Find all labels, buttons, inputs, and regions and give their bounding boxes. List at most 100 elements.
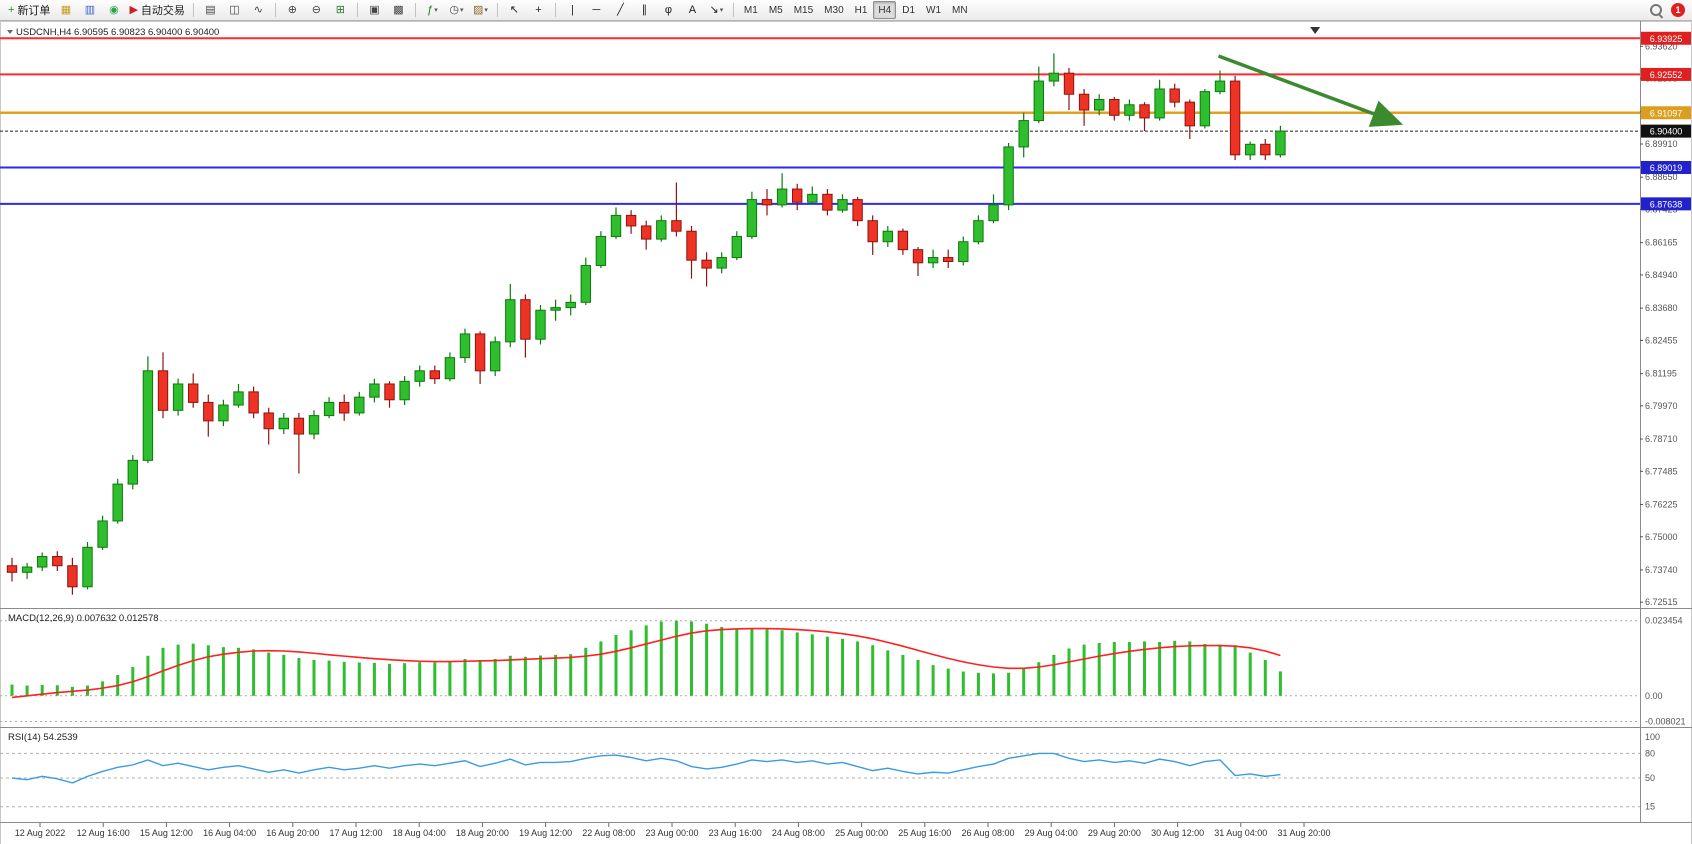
timeframe-d1-button[interactable]: D1 (902, 4, 916, 16)
autotrading-button-glyph: ▶ (129, 3, 138, 16)
candle-body (1214, 80, 1226, 93)
templates-button[interactable]: ▨ ▾ (469, 1, 492, 20)
notification-badge[interactable]: 1 (1671, 3, 1685, 17)
profile-charts-icon[interactable]: ▦ (54, 1, 77, 20)
horizontal-line-icon[interactable]: ─ (585, 1, 608, 20)
time-axis-label: 23 Aug 00:00 (645, 828, 698, 838)
channel-icon-glyph: ∥ (641, 3, 648, 16)
candle-body (535, 309, 546, 340)
auto-arrange-icon[interactable]: ▣ (363, 1, 386, 20)
arrow-objects-button[interactable]: ↘ ▾ (705, 1, 728, 20)
candle-body (641, 225, 652, 240)
price-badge-label: 6.87638 (1650, 199, 1683, 209)
candle-body (1275, 130, 1286, 156)
candle-body (263, 412, 274, 430)
timeframe-m30-button[interactable]: M30 (824, 4, 844, 16)
trend-arrow-object[interactable] (1217, 54, 1404, 127)
cascade-windows-icon-glyph: ▩ (393, 3, 404, 16)
time-axis-label: 12 Aug 16:00 (77, 828, 130, 838)
vertical-line-icon[interactable]: | (561, 1, 584, 20)
line-chart-mode-icon-glyph: ∿ (253, 3, 264, 16)
candle-body (1033, 80, 1044, 122)
timeframe-m15-button[interactable]: M15 (793, 4, 814, 16)
macd-scale-label: 0.00 (1645, 691, 1663, 701)
candle-body (444, 357, 456, 380)
tile-windows-icon[interactable]: ⊞ (329, 1, 352, 20)
crosshair-icon[interactable]: + (527, 1, 550, 20)
time-axis-label: 24 Aug 08:00 (772, 828, 825, 838)
candle-body (776, 188, 788, 206)
periods-button-glyph: ◷ (449, 3, 459, 16)
chart-shift-marker[interactable] (1310, 27, 1321, 34)
time-axis[interactable]: 12 Aug 2022 12 Aug 16:00 15 Aug 12:00 16 Au… (15, 823, 1331, 838)
bar-chart-mode-icon[interactable]: ▤ (199, 1, 222, 20)
price-tick-label: 6.86165 (1645, 238, 1678, 248)
search-icon[interactable] (1649, 3, 1664, 19)
price-badge-label: 6.89019 (1650, 163, 1683, 173)
candle-body (21, 566, 33, 573)
candlestick-mode-icon-glyph: ◫ (229, 3, 240, 16)
timeframe-w1-button[interactable]: W1 (926, 4, 942, 16)
candle-body (1048, 72, 1060, 82)
timeframe-m1-button[interactable]: M1 (743, 4, 758, 16)
time-axis-label: 29 Aug 20:00 (1088, 828, 1141, 838)
new-order-button[interactable]: + 新订单 (5, 1, 53, 20)
cascade-windows-icon[interactable]: ▩ (387, 1, 410, 20)
toolbar-right: 1 (1649, 3, 1687, 19)
price-badge-label: 6.91097 (1650, 108, 1683, 118)
chart-title: USDCNH,H4 6.90595 6.90823 6.90400 6.9040… (16, 27, 219, 38)
price-tick-label: 6.75000 (1645, 532, 1678, 542)
price-tick-label: 6.72515 (1645, 597, 1678, 607)
candle-body (157, 370, 169, 411)
price-tick-label: 6.88650 (1645, 172, 1678, 182)
candle-body (761, 199, 773, 206)
periods-button[interactable]: ◷ ▾ (445, 1, 468, 20)
cursor-icon[interactable]: ↖ (503, 1, 526, 20)
price-badge-label: 6.92552 (1650, 70, 1683, 80)
indicators-button[interactable]: ƒ ▾ (421, 1, 444, 20)
candlestick-mode-icon[interactable]: ◫ (223, 1, 246, 20)
candles-layer (6, 53, 1286, 595)
trendline-icon[interactable]: ╱ (609, 1, 632, 20)
candle-body (520, 299, 531, 340)
time-axis-label: 23 Aug 16:00 (709, 828, 762, 838)
crosshair-icon-glyph: + (535, 3, 542, 16)
zoom-out-icon[interactable]: ⊖ (305, 1, 328, 20)
timeframe-mn-button[interactable]: MN (952, 4, 968, 16)
candle-body (323, 401, 335, 417)
candle-body (203, 401, 214, 422)
price-axis: 6.936206.923956.911356.899106.886506.874… (1640, 31, 1691, 607)
autotrading-button[interactable]: ▶ 自动交易 (126, 1, 187, 20)
channel-icon[interactable]: ∥ (633, 1, 656, 20)
candle-body (1094, 99, 1105, 111)
time-axis-label: 22 Aug 08:00 (582, 828, 635, 838)
candle-body (52, 556, 63, 567)
rsi-label: RSI(14) 54.2539 (8, 732, 78, 743)
candle-body (127, 459, 139, 485)
candle-body (308, 415, 320, 435)
candle-body (67, 565, 78, 588)
autotrading-button-label: 自动交易 (140, 5, 185, 17)
timeframe-h4-button[interactable]: H4 (873, 1, 897, 19)
candle-body (837, 199, 848, 211)
line-chart-mode-icon[interactable]: ∿ (247, 1, 270, 20)
one-click-trading-toggle[interactable] (7, 30, 13, 34)
candle-body (792, 188, 803, 203)
chart-border (0, 21, 1692, 844)
market-watch-icon[interactable]: ▥ (78, 1, 101, 20)
timeframe-h1-button[interactable]: H1 (854, 4, 868, 16)
toolbar-separator (192, 3, 194, 17)
data-window-icon[interactable]: ◉ (102, 1, 125, 20)
text-icon[interactable]: A (681, 1, 704, 20)
zoom-in-icon[interactable]: ⊕ (281, 1, 304, 20)
time-axis-label: 31 Aug 20:00 (1277, 828, 1330, 838)
chart-canvas[interactable]: USDCNH,H4 6.90595 6.90823 6.90400 6.9040… (0, 21, 1692, 844)
candle-body (459, 333, 471, 359)
toolbar-separator (554, 3, 556, 17)
candle-body (867, 220, 878, 243)
fibonacci-icon[interactable]: φ (657, 1, 680, 20)
toolbar-separator (496, 3, 498, 17)
timeframe-m5-button[interactable]: M5 (768, 4, 783, 16)
candle-body (1139, 104, 1150, 119)
candle-body (656, 220, 667, 240)
